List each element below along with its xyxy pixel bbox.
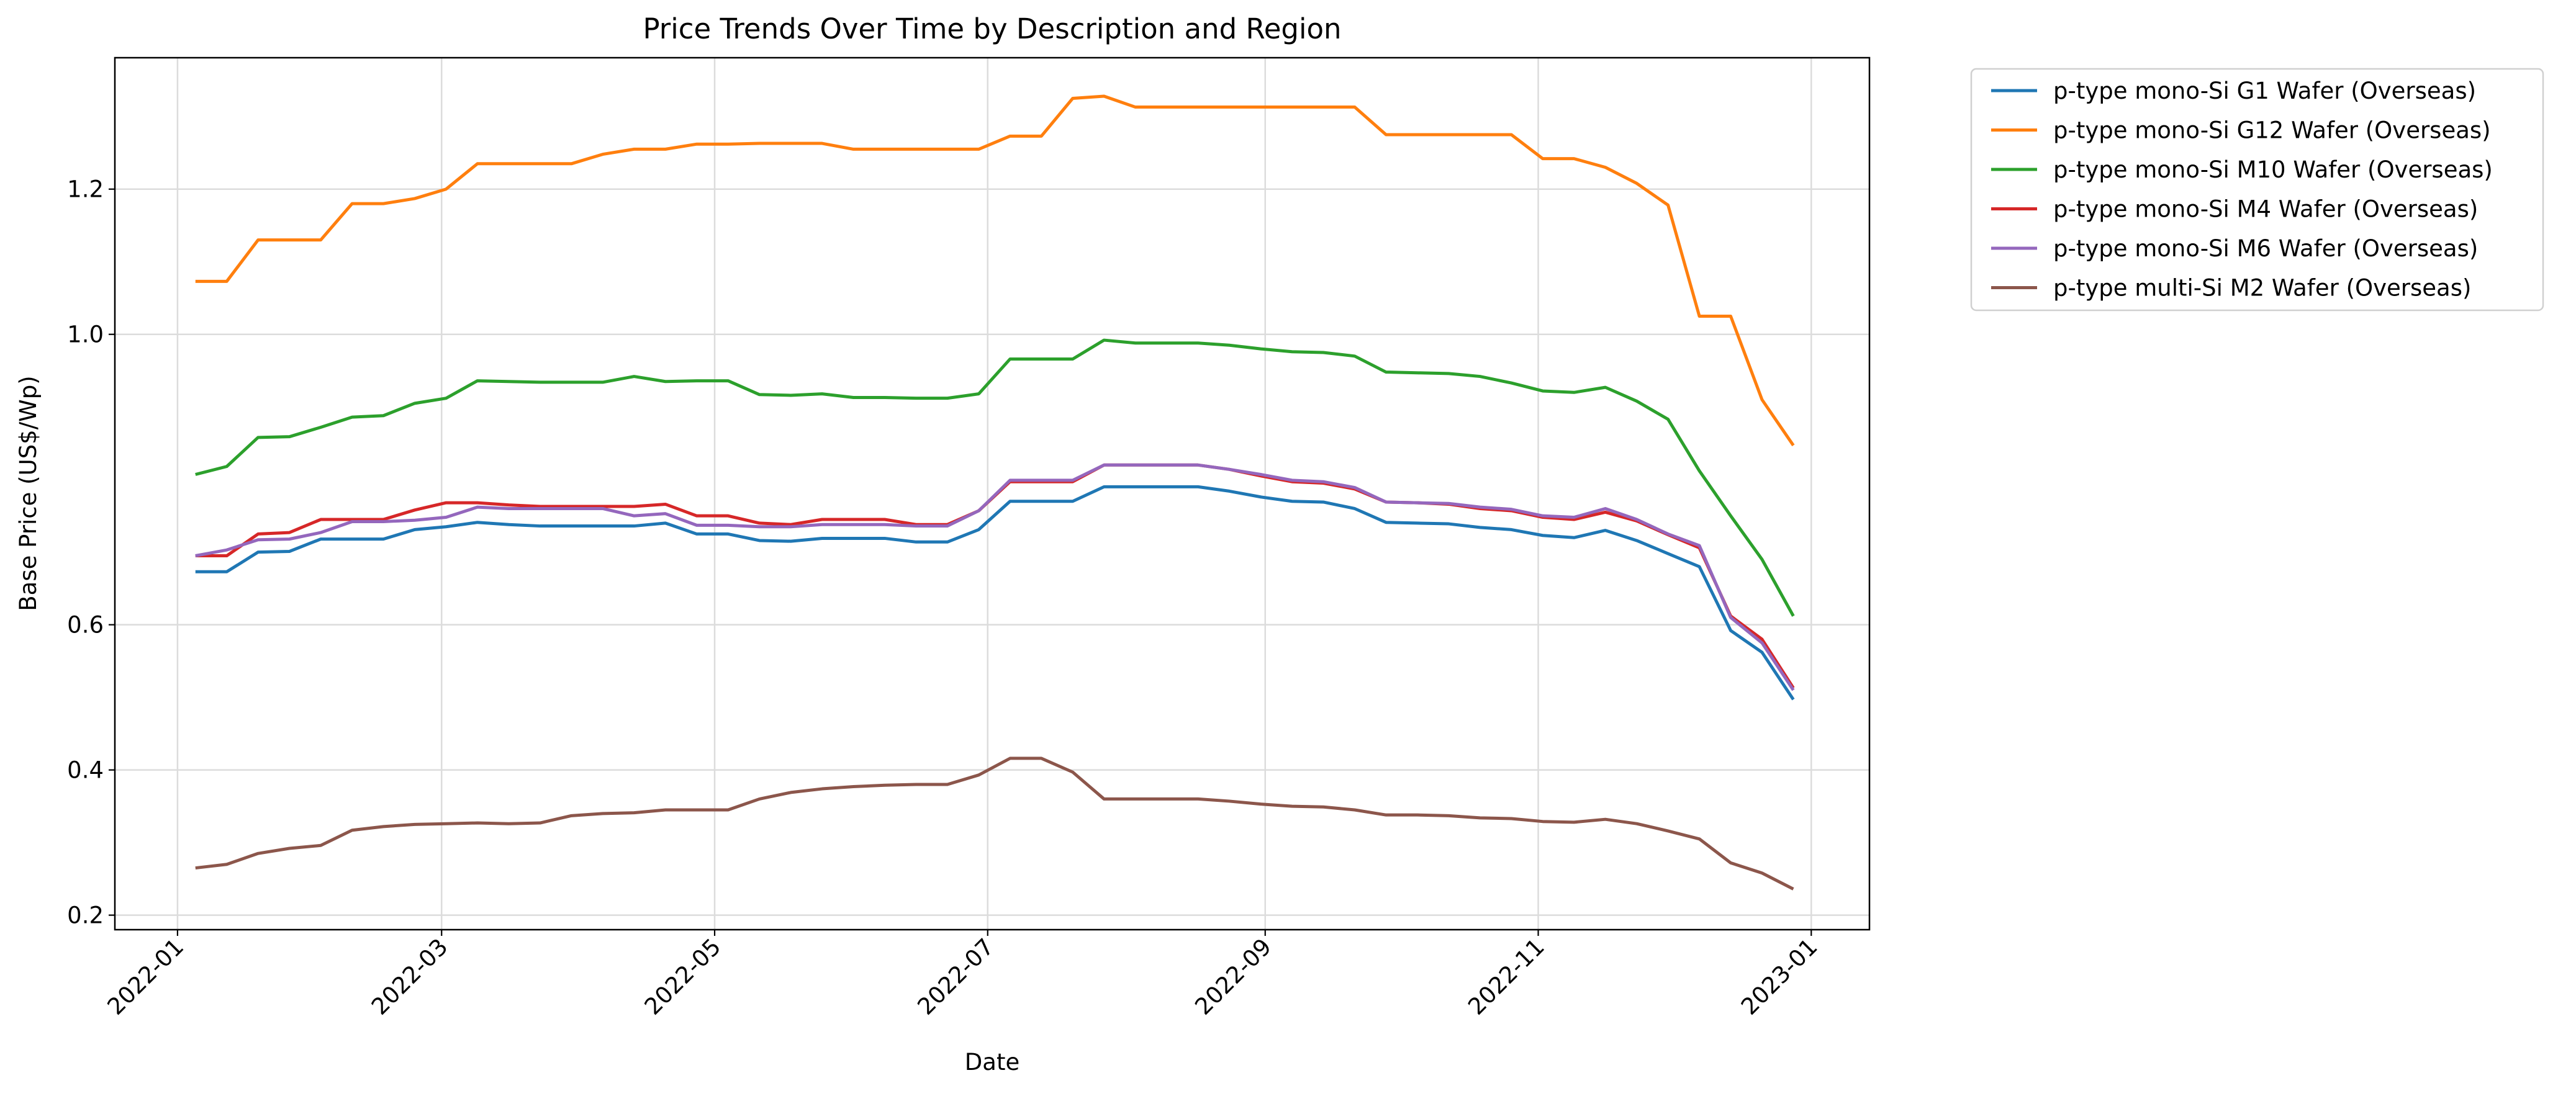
series-line xyxy=(195,485,1795,701)
y-axis-label: Base Price (US$/Wp) xyxy=(15,375,42,611)
y-tick-label: 1.0 xyxy=(67,321,104,348)
x-axis-label: Date xyxy=(965,1049,1019,1076)
y-tick-label: 0.4 xyxy=(67,757,104,784)
series-line xyxy=(195,757,1794,891)
y-tick-label: 0.2 xyxy=(67,902,104,929)
legend-label: p-type mono-Si G12 Wafer (Overseas) xyxy=(2053,117,2491,144)
chart-title: Price Trends Over Time by Description an… xyxy=(643,12,1341,45)
legend-label: p-type multi-Si M2 Wafer (Overseas) xyxy=(2053,275,2471,302)
legend-label: p-type mono-Si G1 Wafer (Overseas) xyxy=(2053,78,2476,104)
legend-label: p-type mono-Si M4 Wafer (Overseas) xyxy=(2053,196,2478,223)
y-tick-label: 1.2 xyxy=(67,176,104,203)
series-line xyxy=(195,94,1795,447)
y-tick-label: 0.6 xyxy=(67,612,104,639)
series-line xyxy=(195,463,1795,691)
series-line xyxy=(195,338,1795,617)
legend-box xyxy=(1970,68,2544,312)
legend-label: p-type mono-Si M10 Wafer (Overseas) xyxy=(2053,156,2493,183)
legend-label: p-type mono-Si M6 Wafer (Overseas) xyxy=(2053,235,2478,262)
plot-frame xyxy=(114,56,1871,931)
